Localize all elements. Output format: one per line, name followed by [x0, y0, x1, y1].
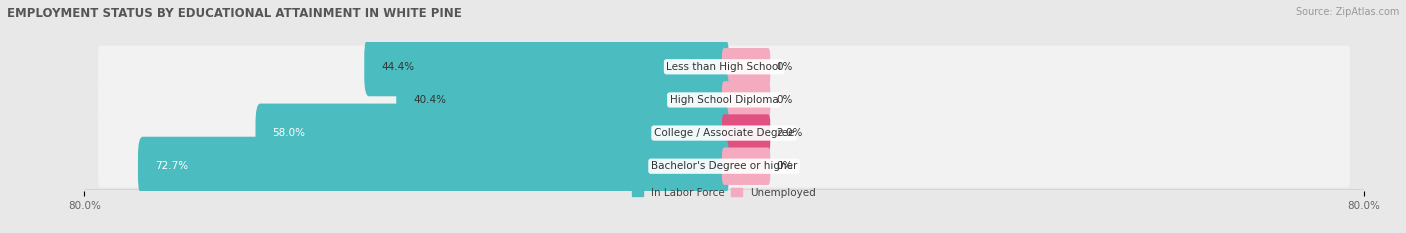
Text: EMPLOYMENT STATUS BY EDUCATIONAL ATTAINMENT IN WHITE PINE: EMPLOYMENT STATUS BY EDUCATIONAL ATTAINM…	[7, 7, 461, 20]
Text: 72.7%: 72.7%	[155, 161, 188, 171]
FancyBboxPatch shape	[138, 137, 728, 196]
FancyBboxPatch shape	[721, 48, 770, 86]
FancyBboxPatch shape	[396, 70, 728, 129]
Text: 0%: 0%	[776, 95, 793, 105]
Text: 0%: 0%	[776, 161, 793, 171]
FancyBboxPatch shape	[98, 46, 1350, 88]
FancyBboxPatch shape	[721, 81, 770, 119]
Text: 40.4%: 40.4%	[413, 95, 446, 105]
FancyBboxPatch shape	[721, 114, 770, 152]
FancyBboxPatch shape	[364, 37, 728, 96]
Text: Less than High School: Less than High School	[666, 62, 782, 72]
Text: Source: ZipAtlas.com: Source: ZipAtlas.com	[1295, 7, 1399, 17]
Text: College / Associate Degree: College / Associate Degree	[654, 128, 794, 138]
FancyBboxPatch shape	[98, 79, 1350, 121]
Text: 44.4%: 44.4%	[381, 62, 415, 72]
FancyBboxPatch shape	[256, 104, 728, 163]
Text: High School Diploma: High School Diploma	[669, 95, 779, 105]
FancyBboxPatch shape	[98, 112, 1350, 154]
Text: 58.0%: 58.0%	[273, 128, 305, 138]
FancyBboxPatch shape	[98, 145, 1350, 187]
Text: 0%: 0%	[776, 62, 793, 72]
FancyBboxPatch shape	[721, 147, 770, 185]
Text: Bachelor's Degree or higher: Bachelor's Degree or higher	[651, 161, 797, 171]
Text: 2.0%: 2.0%	[776, 128, 803, 138]
Legend: In Labor Force, Unemployed: In Labor Force, Unemployed	[633, 188, 815, 198]
